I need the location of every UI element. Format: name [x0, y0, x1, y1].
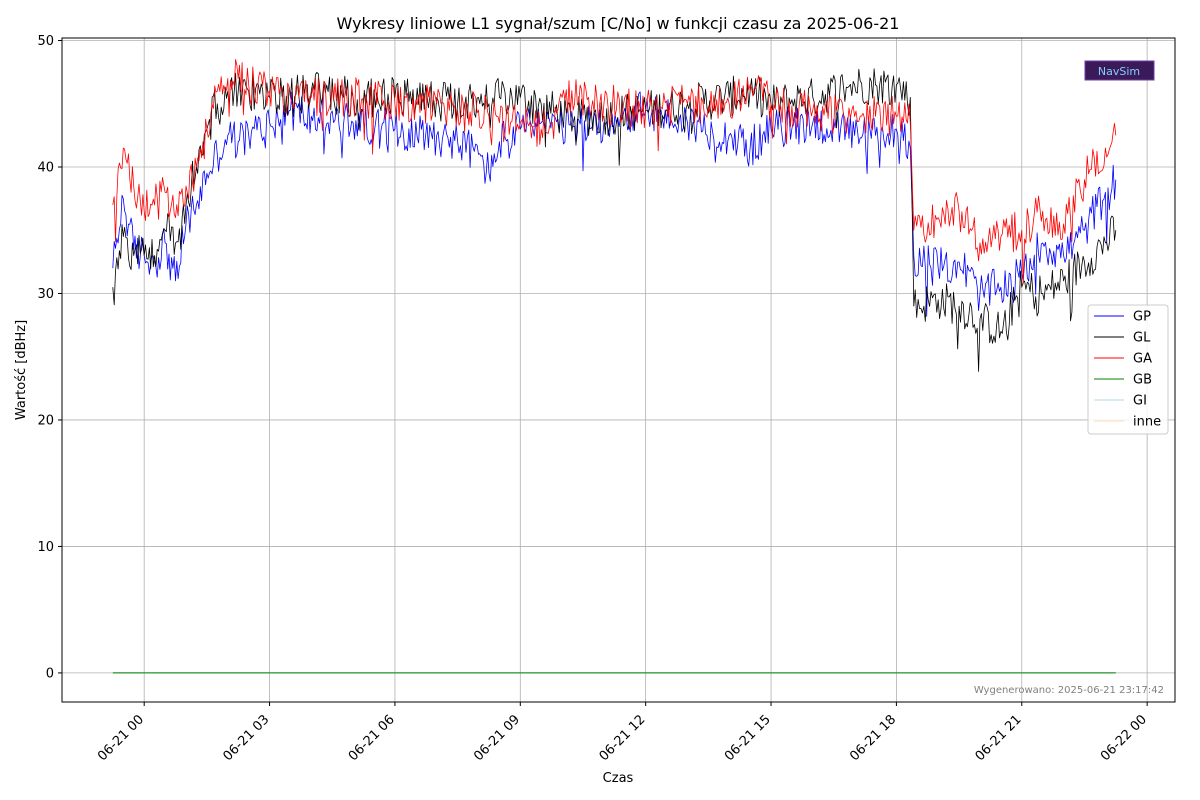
y-tick-label: 20: [37, 413, 54, 428]
logo-background: [1084, 60, 1155, 81]
series-line-ga: [112, 59, 1117, 285]
plot-frame: [61, 37, 1176, 703]
y-tick-label: 0: [46, 666, 54, 681]
legend-label-gp: GP: [1133, 310, 1151, 325]
y-tick-label: 40: [37, 161, 54, 176]
legend-label-gi: GI: [1133, 394, 1147, 409]
generated-timestamp: Wygenerowano: 2025-06-21 23:17:42: [974, 685, 1164, 696]
legend-label-ga: GA: [1133, 352, 1152, 367]
legend-label-inne: inne: [1133, 415, 1161, 430]
legend: GP GL GA GB GI inne: [1087, 304, 1169, 435]
y-tick-label: 10: [37, 540, 54, 555]
chart-title: Wykresy liniowe L1 sygnał/szum [C/No] w …: [337, 14, 900, 33]
logo: NavSim: [1084, 60, 1155, 81]
y-tick-label: 50: [37, 34, 54, 49]
series-lines: [112, 59, 1117, 674]
x-axis-label: Czas: [603, 771, 634, 786]
legend-label-gl: GL: [1133, 331, 1151, 346]
y-tick-label: 30: [37, 287, 54, 302]
y-axis-label: Wartość [dBHz]: [14, 320, 29, 420]
logo-text: NavSim: [1098, 65, 1140, 78]
legend-label-gb: GB: [1133, 373, 1152, 388]
